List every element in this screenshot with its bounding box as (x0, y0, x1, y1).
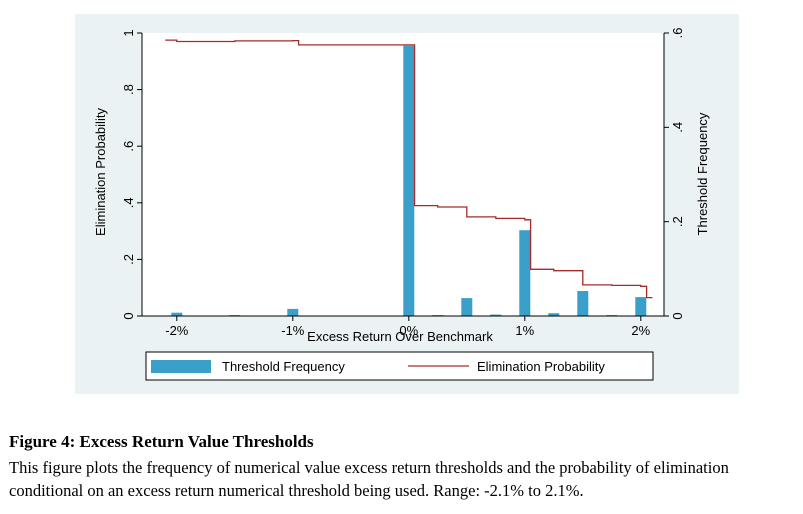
elimination-probability-line (165, 39, 653, 299)
x-tick-label: -1% (281, 323, 305, 338)
x-tick-label: 0% (399, 323, 418, 338)
frequency-bar (519, 230, 531, 316)
frequency-bar (171, 312, 183, 316)
left-y-tick-label: 1 (121, 29, 136, 36)
legend-label-frequency: Threshold Frequency (222, 359, 345, 374)
right-y-tick-label: .4 (670, 122, 685, 133)
plot-area (142, 33, 664, 316)
right-y-tick-label: .6 (670, 28, 685, 39)
frequency-bar (490, 314, 502, 316)
left-y-tick-label: .8 (121, 84, 136, 95)
chart-panel: -2% -1% 0% 1% 2% 0 .2 .4 .6 .8 1 0 .2 .4 .6 Excess Ret… (75, 14, 739, 394)
frequency-bar (635, 297, 647, 316)
legend-label-probability: Elimination Probability (477, 359, 605, 374)
figure-caption-body: This figure plots the frequency of numer… (9, 458, 729, 500)
frequency-bar (403, 45, 415, 316)
legend-box (145, 351, 654, 381)
right-axis-title: Threshold Frequency (695, 112, 710, 235)
frequency-bar (577, 291, 589, 316)
ticks-layer: -2% -1% 0% 1% 2% 0 .2 .4 .6 .8 1 0 .2 .4 .6 (121, 28, 685, 338)
left-y-tick-label: .4 (121, 197, 136, 208)
frequency-bar (287, 308, 299, 316)
right-y-tick-label: 0 (670, 312, 685, 319)
axes-layer (141, 33, 665, 317)
figure-caption-title: Figure 4: Excess Return Value Thresholds (9, 432, 314, 451)
x-tick-label: 2% (631, 323, 650, 338)
left-axis-title: Elimination Probability (93, 108, 108, 236)
left-y-tick-label: .2 (121, 254, 136, 265)
x-tick-label: -2% (165, 323, 189, 338)
legend-swatch-frequency (151, 360, 211, 373)
legend: Threshold Frequency Elimination Probabil… (145, 351, 654, 381)
left-y-tick-label: .6 (121, 141, 136, 152)
line-layer (165, 39, 653, 299)
chart-svg: -2% -1% 0% 1% 2% 0 .2 .4 .6 .8 1 0 .2 .4 .6 Excess Ret… (93, 28, 710, 381)
x-axis-title: Excess Return Over Benchmark (307, 329, 493, 344)
frequency-bar (461, 298, 473, 316)
left-y-tick-label: 0 (121, 312, 136, 319)
frequency-bar (548, 313, 560, 316)
x-tick-label: 1% (515, 323, 534, 338)
right-y-tick-label: .2 (670, 216, 685, 227)
